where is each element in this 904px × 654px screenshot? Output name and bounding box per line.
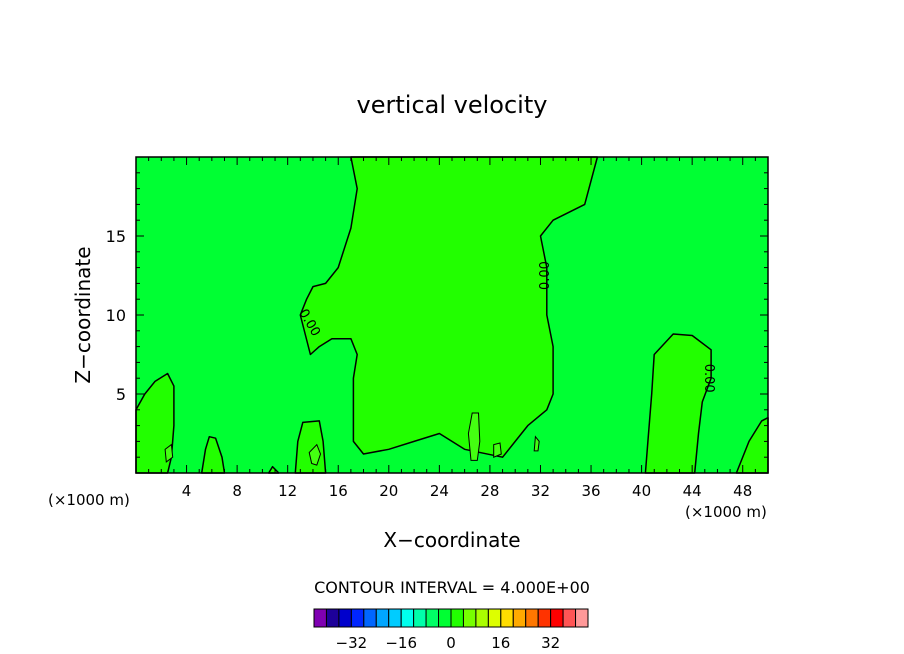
colorbar-swatch bbox=[525, 608, 539, 628]
x-unit-right: (×1000 m) bbox=[685, 503, 767, 521]
x-tick-label: 28 bbox=[480, 482, 499, 500]
x-tick-label: 8 bbox=[232, 482, 242, 500]
colorbar-swatch bbox=[313, 608, 327, 628]
colorbar-swatch bbox=[388, 608, 402, 628]
colorbar-swatch bbox=[450, 608, 464, 628]
colorbar-swatch bbox=[413, 608, 427, 628]
contour-label-2: 0.00 bbox=[538, 261, 553, 290]
x-tick-label: 24 bbox=[430, 482, 449, 500]
colorbar-swatch bbox=[475, 608, 489, 628]
contour-label-3: 0.00 bbox=[701, 364, 716, 393]
x-tick-label: 36 bbox=[581, 482, 600, 500]
contour-region-2 bbox=[644, 333, 712, 474]
colorbar-tick-label: 0 bbox=[446, 634, 456, 652]
x-tick-labels: 4 8 12 16 20 24 28 32 36 40 44 48 bbox=[148, 157, 756, 500]
colorbar-swatch bbox=[562, 608, 577, 628]
x-tick-label: 40 bbox=[632, 482, 651, 500]
colorbar-swatch bbox=[487, 608, 502, 628]
x-tick-label: 16 bbox=[329, 482, 348, 500]
colorbar-swatch bbox=[363, 608, 377, 628]
x-tick-label: 32 bbox=[531, 482, 550, 500]
colorbar-swatch bbox=[500, 608, 514, 628]
y-axis-label: Z−coordinate bbox=[71, 246, 95, 383]
colorbar-swatch bbox=[325, 608, 340, 628]
x-tick-label: 44 bbox=[683, 482, 702, 500]
colorbar-swatch bbox=[375, 608, 390, 628]
y-tick-label: 15 bbox=[106, 227, 126, 246]
x-tick-label: 12 bbox=[278, 482, 297, 500]
colorbar-swatch bbox=[537, 608, 552, 628]
colorbar-swatch bbox=[550, 608, 564, 628]
y-tick-labels: 5 10 15 bbox=[106, 172, 768, 458]
x-unit-left: (×1000 m) bbox=[48, 491, 130, 509]
contour-island-1 bbox=[467, 412, 481, 461]
contour-interval-text: CONTOUR INTERVAL = 4.000E+00 bbox=[314, 578, 590, 597]
x-tick-label: 48 bbox=[733, 482, 752, 500]
colorbar-tick-label: −32 bbox=[336, 634, 368, 652]
contour-region-1 bbox=[299, 156, 599, 458]
colorbar-swatch bbox=[438, 608, 452, 628]
colorbar-tick-label: 32 bbox=[541, 634, 560, 652]
colorbar-swatch bbox=[338, 608, 352, 628]
x-tick-label: 4 bbox=[182, 482, 192, 500]
plot-area: 0.000.000.00 bbox=[135, 156, 769, 474]
colorbar-swatch bbox=[350, 608, 365, 628]
colorbar-swatch bbox=[400, 608, 415, 628]
colorbar-tick-label: −16 bbox=[385, 634, 417, 652]
contour-island-2 bbox=[308, 443, 322, 466]
contour-island-5 bbox=[533, 435, 540, 452]
colorbar bbox=[313, 608, 589, 628]
y-tick-label: 5 bbox=[116, 385, 126, 404]
colorbar-swatch bbox=[462, 608, 477, 628]
colorbar-tick-labels: −32 −16 0 16 32 bbox=[336, 634, 561, 652]
contour-island-3 bbox=[164, 443, 174, 463]
y-tick-label: 10 bbox=[106, 306, 126, 325]
x-axis-label: X−coordinate bbox=[383, 528, 520, 552]
contour-island-4 bbox=[493, 442, 502, 458]
colorbar-swatch bbox=[425, 608, 440, 628]
colorbar-tick-label: 16 bbox=[491, 634, 510, 652]
x-tick-label: 20 bbox=[379, 482, 398, 500]
contour-region-4 bbox=[135, 372, 175, 474]
chart-title: vertical velocity bbox=[357, 91, 548, 119]
colorbar-swatch bbox=[512, 608, 527, 628]
colorbar-swatch bbox=[575, 608, 589, 628]
